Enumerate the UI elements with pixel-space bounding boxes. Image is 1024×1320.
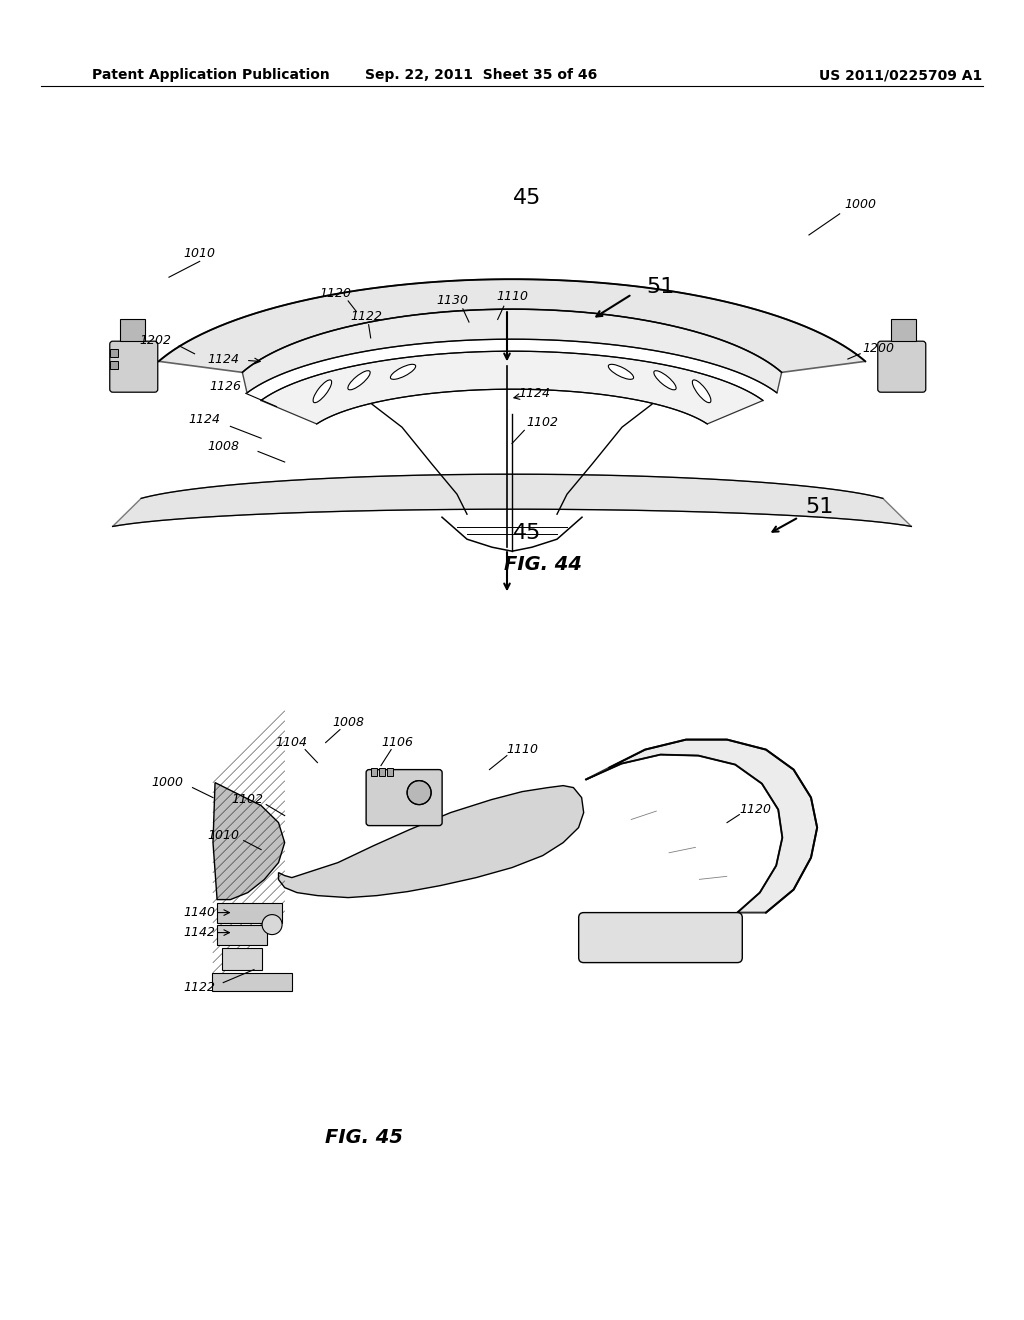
Text: 1124: 1124	[518, 387, 551, 400]
Text: 1102: 1102	[231, 793, 264, 807]
Ellipse shape	[692, 380, 711, 403]
Ellipse shape	[348, 371, 371, 389]
Bar	[110, 350, 118, 358]
Bar	[222, 948, 262, 970]
Text: 1122: 1122	[350, 310, 383, 323]
Text: 45: 45	[513, 187, 542, 209]
Bar	[120, 319, 144, 341]
Text: 1110: 1110	[506, 743, 539, 756]
Text: Sep. 22, 2011  Sheet 35 of 46: Sep. 22, 2011 Sheet 35 of 46	[366, 69, 597, 82]
Text: 1200: 1200	[862, 342, 895, 355]
Ellipse shape	[653, 371, 676, 389]
Bar	[891, 319, 915, 341]
Text: 1124: 1124	[207, 352, 240, 366]
Bar	[217, 903, 282, 923]
Text: 1106: 1106	[381, 737, 414, 750]
FancyBboxPatch shape	[110, 341, 158, 392]
Bar	[217, 924, 267, 945]
Polygon shape	[261, 351, 763, 424]
Bar	[379, 768, 385, 776]
FancyBboxPatch shape	[579, 912, 742, 962]
Ellipse shape	[608, 364, 634, 379]
Polygon shape	[113, 474, 911, 527]
Text: 45: 45	[513, 523, 542, 544]
Text: 1126: 1126	[209, 380, 242, 393]
FancyBboxPatch shape	[878, 341, 926, 392]
Text: 1008: 1008	[332, 715, 365, 729]
Polygon shape	[279, 785, 584, 898]
Polygon shape	[213, 783, 285, 900]
Text: 1120: 1120	[739, 803, 772, 816]
Bar	[387, 768, 393, 776]
Bar	[110, 362, 118, 370]
Text: Patent Application Publication: Patent Application Publication	[92, 69, 330, 82]
Ellipse shape	[390, 364, 416, 379]
Text: 1102: 1102	[526, 416, 559, 429]
Ellipse shape	[313, 380, 332, 403]
Circle shape	[262, 915, 282, 935]
Text: 1142: 1142	[183, 927, 216, 939]
Bar	[371, 768, 377, 776]
Text: FIG. 44: FIG. 44	[504, 556, 582, 574]
Text: 1202: 1202	[139, 334, 172, 347]
Text: 1124: 1124	[188, 413, 221, 426]
Text: FIG. 45: FIG. 45	[325, 1129, 402, 1147]
Polygon shape	[243, 309, 781, 393]
Text: US 2011/0225709 A1: US 2011/0225709 A1	[819, 69, 983, 82]
Text: 1120: 1120	[319, 286, 352, 300]
Polygon shape	[586, 739, 817, 912]
Text: 1122: 1122	[183, 981, 216, 994]
Text: 1130: 1130	[436, 294, 469, 308]
Text: 51: 51	[805, 498, 834, 517]
Text: 1000: 1000	[151, 776, 183, 789]
Text: 1010: 1010	[183, 247, 216, 260]
Text: 1104: 1104	[275, 737, 308, 750]
Text: 1010: 1010	[207, 829, 240, 842]
Circle shape	[408, 780, 431, 805]
Polygon shape	[159, 280, 865, 372]
Bar	[212, 973, 292, 990]
Text: 51: 51	[646, 277, 674, 297]
Text: 1008: 1008	[207, 440, 240, 453]
Text: 1000: 1000	[844, 198, 877, 211]
Text: 1110: 1110	[496, 290, 528, 304]
FancyBboxPatch shape	[367, 770, 442, 825]
Text: 1140: 1140	[183, 906, 216, 919]
